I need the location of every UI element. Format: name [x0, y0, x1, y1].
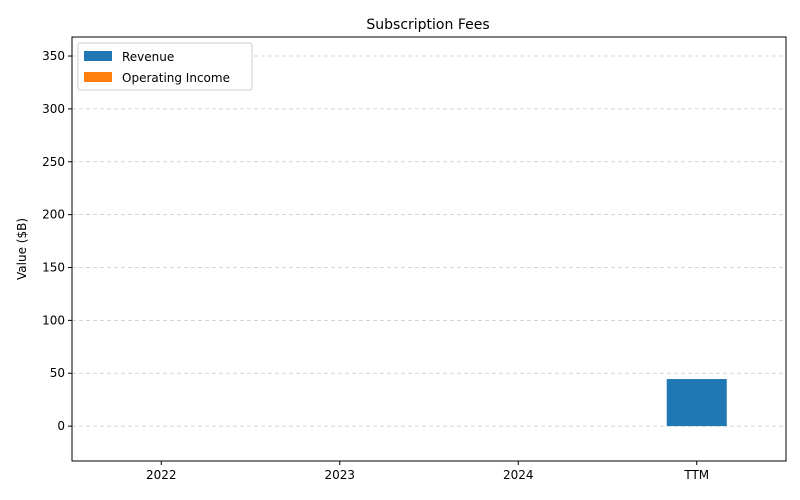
grid [72, 55, 786, 427]
y-axis-label: Value ($B) [15, 218, 29, 280]
y-tick-label-100: 100 [42, 313, 65, 327]
x-tick-label-2023: 2023 [324, 468, 355, 482]
bars [666, 379, 727, 427]
legend-swatch-operating-income [84, 72, 112, 82]
legend-box [77, 42, 253, 91]
y-tick-label-150: 150 [42, 261, 65, 275]
legend-swatch-revenue [84, 51, 112, 61]
x-tick-label-2022: 2022 [146, 468, 177, 482]
chart-title: Subscription Fees [366, 17, 489, 33]
y-tick-label-0: 0 [57, 419, 65, 433]
y-tick-label-250: 250 [42, 155, 65, 169]
y-tick-label-300: 300 [42, 102, 65, 116]
legend-label-operating-income: Operating Income [122, 71, 230, 85]
x-tick-label-2024: 2024 [503, 468, 534, 482]
x-tick-label-TTM: TTM [683, 468, 709, 482]
bar-revenue-TTM [666, 379, 727, 427]
y-tick-label-50: 50 [50, 366, 65, 380]
plot-frame [71, 36, 787, 462]
legend: Revenue Operating Income [77, 42, 253, 91]
x-axis: 2022 2023 2024 TTM [146, 461, 709, 482]
legend-label-revenue: Revenue [122, 50, 174, 64]
y-tick-label-350: 350 [42, 49, 65, 63]
y-axis: 0 50 100 150 200 250 300 350 [42, 49, 72, 433]
y-tick-label-200: 200 [42, 208, 65, 222]
